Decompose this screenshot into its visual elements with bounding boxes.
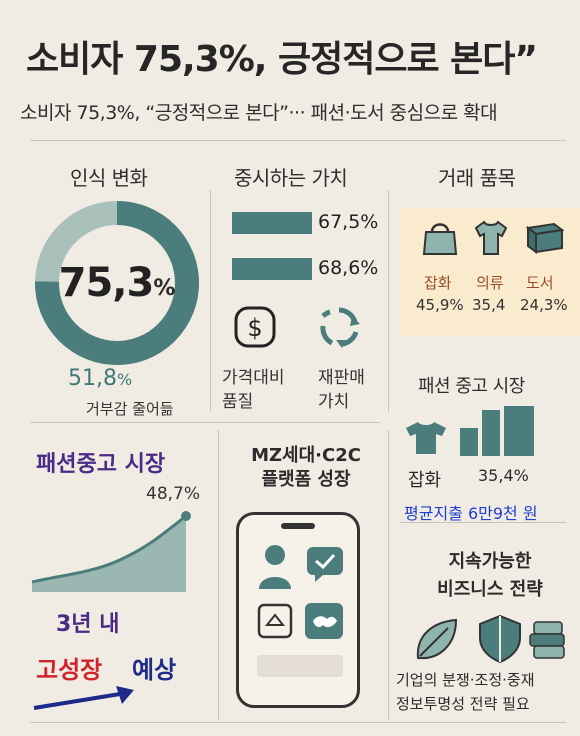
divider-mid [30,422,380,423]
shield-icon [478,614,522,668]
donut-chart [30,196,204,370]
phone-illustration [236,512,360,708]
svg-text:$: $ [247,314,262,342]
market-bars-icon [460,400,534,460]
trade-item-3-value: 24,3% [520,296,568,314]
fashion-item-label: 잡화 [408,470,442,491]
fashion-item-value: 35,4% [478,466,529,485]
growth-heading: 패션중고 시장 [36,452,166,477]
fashion-market-heading: 패션 중고 시장 [418,376,525,397]
trade-item-2-value: 35,4 [472,296,506,314]
sub-label: 거부감 줄어듦 [86,400,174,418]
phone-placeholder-bar [257,655,343,677]
phone-speaker [281,523,315,529]
platform-heading: MZ세대·C2C 플랫폼 성장 [251,445,361,490]
donut-arc [35,201,199,365]
divider-v2 [388,190,389,412]
value-bar-1-label: 67,5% [318,211,379,233]
trade-card: 잡화 의류 도서 45,9% 35,4 24,3% [400,208,580,336]
user-icon [257,543,293,595]
divider-top [30,140,566,141]
divider-bottom [30,722,566,723]
document-stack-icon [528,620,568,666]
leaf-icon [412,616,460,668]
donut-label: 75,3 % [30,196,204,370]
divider-v1 [210,190,211,412]
arrow-up-icon [30,682,140,716]
donut-value: 75,3 [58,260,155,306]
sustain-desc: 기업의 분쟁·조정·중재 정보투명성 전략 필요 [396,671,535,713]
trade-item-1-value: 45,9% [416,296,464,314]
trade-item-3-name: 도서 [526,274,554,292]
divider-v3 [218,430,219,720]
growth-endpoint [181,511,191,521]
dollar-coin-icon: $ [232,304,278,350]
growth-highlight: 고성장 [36,656,103,684]
growth-area-chart [28,506,198,600]
tshirt-icon [404,420,448,460]
perception-heading: 인식 변화 [70,166,148,190]
growth-value: 48,7% [146,484,201,504]
book-icon [524,220,566,260]
values-heading: 중시하는 가치 [234,166,348,190]
donut-unit: % [153,275,176,301]
value-item-2: 재판매 가치 [318,368,365,412]
sub-value: 51,8% [68,366,133,391]
tshirt-icon [472,218,510,262]
divider-v4 [388,430,389,720]
trade-item-2-name: 의류 [476,274,504,292]
value-item-1: 가격대비 품질 [222,368,285,412]
divider-right [400,522,566,523]
recycle-arrows-icon [316,304,362,350]
trade-heading: 거래 품목 [438,166,516,190]
handshake-icon [305,603,343,643]
page-subtitle: 소비자 75,3%, “긍정적으로 본다”··· 패션·도서 중심으로 확대 [20,102,498,124]
value-bar-2-label: 68,6% [318,257,379,279]
box-icon [257,603,293,643]
value-bar-1 [232,212,312,234]
value-bar-2 [232,258,312,280]
chat-check-icon [305,545,345,587]
growth-period: 3년 내 [56,612,120,637]
handbag-icon [422,218,458,262]
spending-text: 평균지출 6만9천 원 [404,504,538,523]
trade-item-1-name: 잡화 [424,274,452,292]
page-title: 소비자 75,3%, 긍정적으로 본다” [26,39,538,80]
growth-suffix: 예상 [132,656,177,684]
sustain-heading: 지속가능한 비즈니스 전략 [437,551,543,600]
